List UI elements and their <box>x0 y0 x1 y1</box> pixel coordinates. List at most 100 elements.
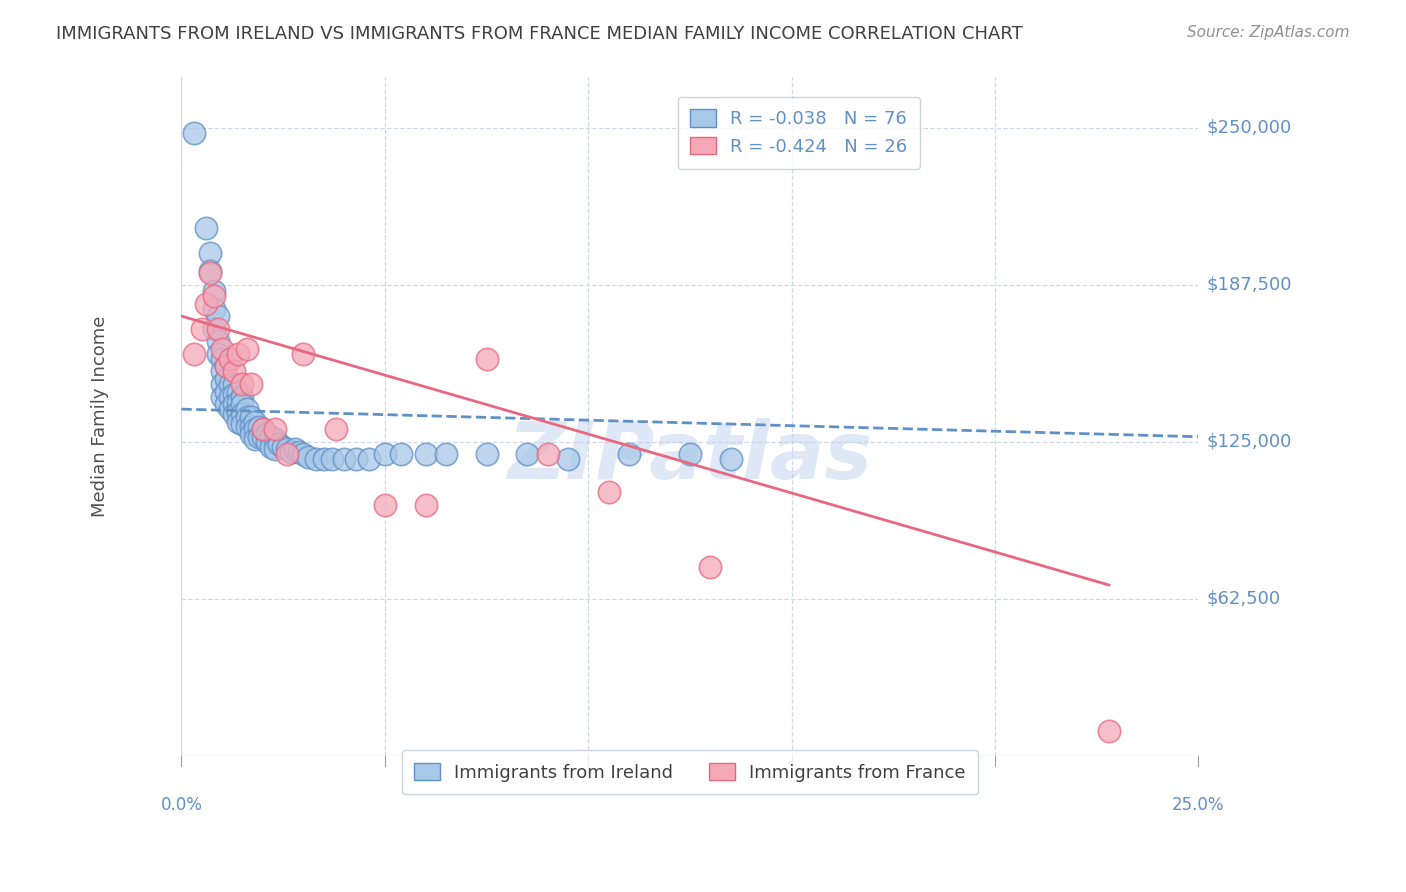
Point <box>228 347 250 361</box>
Point <box>679 447 702 461</box>
Point <box>269 437 291 451</box>
Point <box>312 452 335 467</box>
Point <box>224 407 246 421</box>
Point <box>260 440 283 454</box>
Point <box>297 450 319 464</box>
Point <box>183 126 205 140</box>
Point <box>194 296 217 310</box>
Point <box>207 322 229 336</box>
Point <box>536 447 558 461</box>
Point <box>224 376 246 391</box>
Point <box>219 390 242 404</box>
Point <box>207 309 229 323</box>
Point <box>699 560 721 574</box>
Point <box>247 419 270 434</box>
Point <box>198 264 221 278</box>
Point <box>202 284 225 298</box>
Point <box>235 409 257 424</box>
Point <box>219 402 242 417</box>
Point <box>284 442 307 457</box>
Point <box>202 301 225 316</box>
Point <box>344 452 367 467</box>
Point <box>247 430 270 444</box>
Point <box>252 422 274 436</box>
Point <box>215 384 238 399</box>
Point <box>288 445 311 459</box>
Point <box>357 452 380 467</box>
Point <box>228 384 250 399</box>
Point <box>211 342 233 356</box>
Point <box>260 430 283 444</box>
Point <box>475 351 498 366</box>
Text: $250,000: $250,000 <box>1206 119 1292 136</box>
Text: $187,500: $187,500 <box>1206 276 1292 293</box>
Point <box>231 390 253 404</box>
Point <box>211 351 233 366</box>
Point <box>202 289 225 303</box>
Point <box>211 364 233 378</box>
Point <box>207 347 229 361</box>
Point <box>231 376 253 391</box>
Point <box>235 402 257 417</box>
Point <box>617 447 640 461</box>
Point <box>183 347 205 361</box>
Text: ZIPatlas: ZIPatlas <box>508 418 872 496</box>
Point <box>211 376 233 391</box>
Point <box>557 452 579 467</box>
Point <box>276 447 298 461</box>
Point <box>256 427 278 442</box>
Point <box>198 246 221 260</box>
Point <box>239 419 262 434</box>
Point <box>231 407 253 421</box>
Point <box>434 447 457 461</box>
Point <box>325 422 347 436</box>
Point <box>224 397 246 411</box>
Legend: Immigrants from Ireland, Immigrants from France: Immigrants from Ireland, Immigrants from… <box>402 750 979 794</box>
Point <box>215 359 238 374</box>
Text: $62,500: $62,500 <box>1206 590 1281 607</box>
Point <box>228 394 250 409</box>
Point <box>215 359 238 374</box>
Point <box>264 442 287 457</box>
Point <box>256 434 278 449</box>
Point <box>415 498 437 512</box>
Point <box>720 452 742 467</box>
Point <box>305 452 328 467</box>
Text: 25.0%: 25.0% <box>1173 796 1225 814</box>
Point <box>231 417 253 432</box>
Point <box>415 447 437 461</box>
Point <box>228 404 250 418</box>
Text: $125,000: $125,000 <box>1206 433 1292 450</box>
Point <box>198 267 221 281</box>
Point <box>333 452 356 467</box>
Point <box>235 419 257 434</box>
Point <box>243 415 266 429</box>
Text: Source: ZipAtlas.com: Source: ZipAtlas.com <box>1187 25 1350 40</box>
Point <box>389 447 412 461</box>
Point <box>224 364 246 378</box>
Point <box>211 390 233 404</box>
Point <box>598 485 620 500</box>
Point <box>207 334 229 349</box>
Point <box>292 447 315 461</box>
Point <box>374 498 396 512</box>
Point <box>243 422 266 436</box>
Point <box>235 342 257 356</box>
Text: IMMIGRANTS FROM IRELAND VS IMMIGRANTS FROM FRANCE MEDIAN FAMILY INCOME CORRELATI: IMMIGRANTS FROM IRELAND VS IMMIGRANTS FR… <box>56 25 1024 43</box>
Point <box>239 376 262 391</box>
Point <box>194 221 217 235</box>
Point <box>219 376 242 391</box>
Point <box>215 397 238 411</box>
Point <box>276 442 298 457</box>
Text: Median Family Income: Median Family Income <box>91 316 110 517</box>
Point <box>475 447 498 461</box>
Point <box>280 445 302 459</box>
Point <box>239 427 262 442</box>
Point <box>321 452 343 467</box>
Point <box>224 387 246 401</box>
Point <box>1098 723 1121 738</box>
Point <box>202 322 225 336</box>
Point <box>191 322 214 336</box>
Point <box>219 351 242 366</box>
Point <box>374 447 396 461</box>
